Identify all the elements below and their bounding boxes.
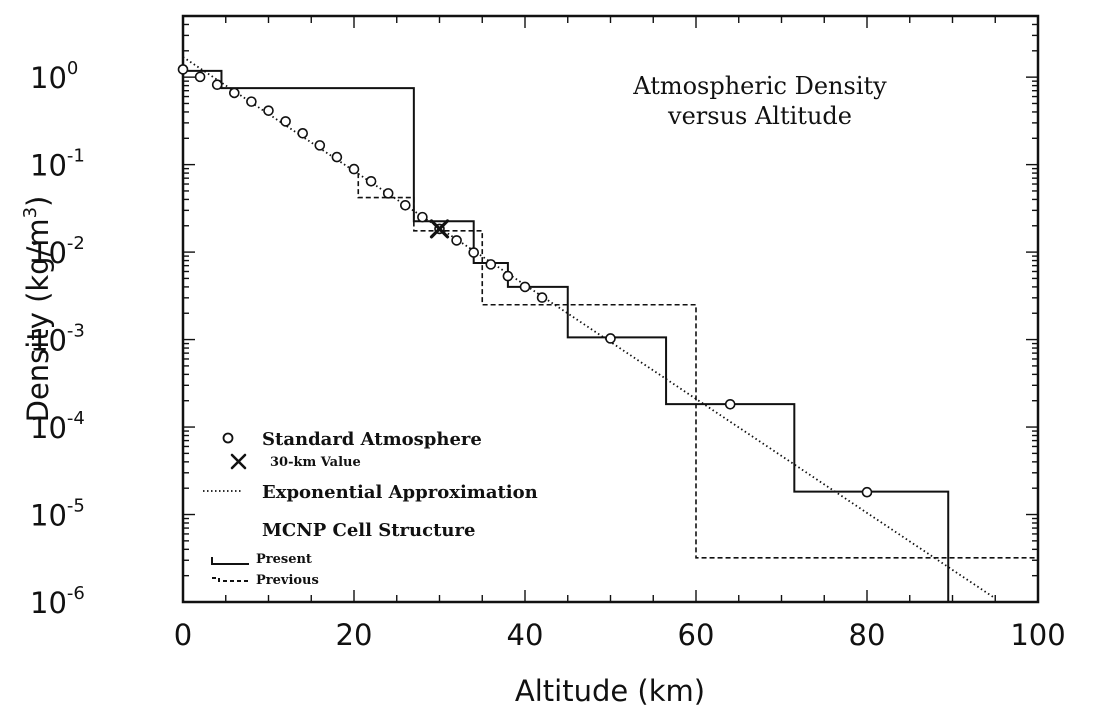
data-point-standard-atmosphere (280, 116, 291, 127)
legend: Standard Atmosphere 30-km Value Exponent… (203, 429, 538, 588)
legend-previous-line (212, 577, 249, 582)
chart-title-line-2: versus Altitude (667, 102, 852, 130)
y-tick-label-base: 10 (30, 411, 67, 445)
y-axis-label: Density (kg/m3) (20, 196, 55, 423)
data-point-standard-atmosphere (536, 292, 548, 303)
plot-frame (181, 14, 1040, 604)
legend-30km-value: 30-km Value (270, 455, 361, 470)
legend-standard-atmosphere: Standard Atmosphere (262, 429, 482, 450)
ticks-layer (182, 15, 1039, 603)
y-tick-label-exponent: -6 (67, 583, 85, 604)
y-tick-label-base: 10 (30, 586, 67, 620)
y-axis-label-tail: ) (21, 196, 55, 207)
x-tick-label: 40 (507, 618, 544, 652)
x-marker-stroke (429, 219, 450, 239)
data-point-standard-atmosphere (519, 281, 531, 293)
series-previous (357, 173, 1038, 559)
data-point-standard-atmosphere (417, 211, 428, 223)
chart-title-line-1: Atmospheric Density (632, 72, 887, 100)
x-tick-label: 100 (1010, 618, 1065, 652)
x-axis-label: Altitude (km) (515, 674, 705, 708)
data-point-standard-atmosphere (502, 270, 514, 282)
series-layer (177, 56, 1038, 602)
data-point-standard-atmosphere (263, 105, 274, 116)
y-tick-label-base: 10 (30, 149, 67, 183)
y-tick-label-exponent: 0 (67, 58, 78, 79)
data-point-standard-atmosphere (246, 96, 257, 107)
y-tick-label-base: 10 (30, 324, 67, 358)
y-tick-label-exponent: -3 (67, 321, 85, 342)
x-tick-label: 0 (174, 618, 192, 652)
x-tick-label: 20 (336, 618, 373, 652)
data-point-30km-value (429, 219, 450, 239)
y-tick-label: 10-3 (30, 321, 85, 358)
series-exponential-approximation (182, 56, 996, 600)
y-tick-label: 10-2 (30, 233, 85, 270)
x-tick-label: 80 (849, 618, 886, 652)
data-point-standard-atmosphere (365, 175, 377, 187)
data-point-standard-atmosphere (724, 398, 736, 410)
data-point-standard-atmosphere (451, 235, 462, 246)
y-tick-label: 10-5 (30, 496, 85, 533)
data-point-standard-atmosphere (468, 247, 480, 258)
data-point-standard-atmosphere (229, 87, 240, 99)
legend-present: Present (256, 552, 312, 567)
series-present (183, 69, 950, 602)
data-point-standard-atmosphere (211, 79, 223, 91)
legend-x-marker (230, 453, 247, 470)
data-point-standard-atmosphere (348, 163, 360, 175)
y-tick-label-exponent: -2 (67, 233, 85, 254)
legend-present-line (211, 557, 249, 565)
data-point-standard-atmosphere (485, 259, 497, 270)
data-point-standard-atmosphere (297, 128, 309, 139)
legend-cell-structure-header: MCNP Cell Structure (262, 520, 475, 541)
legend-exponential-approximation: Exponential Approximation (262, 482, 538, 503)
data-point-standard-atmosphere (382, 188, 394, 199)
x-tick-label: 60 (678, 618, 715, 652)
data-point-standard-atmosphere (605, 333, 616, 344)
legend-previous: Previous (256, 573, 319, 588)
y-tick-label-base: 10 (30, 499, 67, 533)
y-tick-label-base: 10 (30, 61, 67, 95)
y-tick-label: 100 (30, 58, 78, 95)
y-tick-label-exponent: -4 (67, 408, 85, 429)
data-point-standard-atmosphere (861, 486, 873, 498)
y-tick-label: 10-4 (30, 408, 85, 445)
data-point-standard-atmosphere (331, 151, 343, 163)
y-axis-label-base: Density (kg/m (21, 218, 55, 422)
y-tick-label: 10-1 (30, 146, 85, 183)
y-tick-label: 10-6 (30, 583, 85, 620)
data-point-standard-atmosphere (194, 71, 206, 83)
y-tick-label-exponent: -5 (67, 496, 85, 517)
y-tick-label-base: 10 (30, 236, 67, 270)
legend-circle-marker (222, 432, 234, 444)
data-point-standard-atmosphere (177, 64, 189, 75)
y-tick-label-exponent: -1 (67, 146, 85, 167)
y-axis-label-sup: 3 (20, 207, 41, 218)
data-point-standard-atmosphere (399, 199, 411, 211)
data-point-standard-atmosphere (314, 140, 326, 151)
